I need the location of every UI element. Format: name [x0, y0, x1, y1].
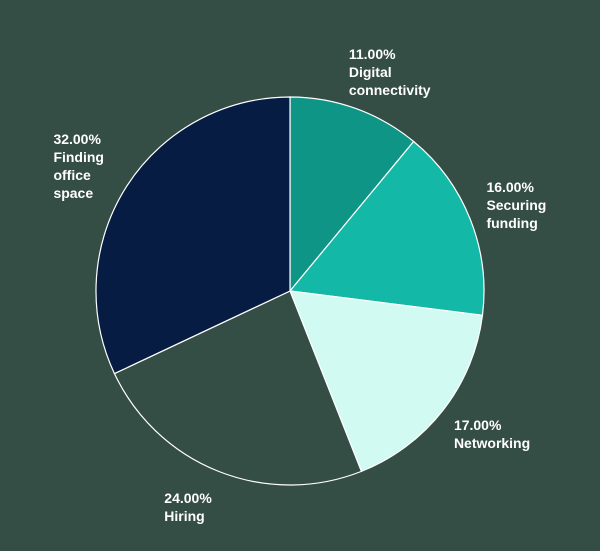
category-label: Finding office space	[53, 149, 104, 202]
pie-slice	[289, 96, 415, 293]
value-label: 17.00%	[453, 416, 502, 433]
category-label: Securing funding	[486, 197, 547, 232]
value-label: 16.00%	[486, 179, 534, 196]
value-label: 32.00%	[53, 131, 101, 148]
slice-label: 16.00% Securing funding	[486, 178, 581, 232]
slice-label: 32.00% Finding office space	[53, 130, 113, 202]
pie-slice	[113, 290, 363, 486]
slice-label: 11.00% Digital connectivity	[349, 45, 444, 99]
pie-slice	[95, 96, 291, 375]
category-label: Digital connectivity	[348, 63, 431, 98]
value-label: 24.00%	[164, 490, 212, 507]
category-label: Hiring	[164, 508, 205, 525]
pie-slice	[289, 290, 484, 473]
category-label: Networking	[453, 434, 531, 451]
slice-label: 17.00% Networking	[454, 416, 549, 452]
slice-label: 24.00% Hiring	[164, 489, 224, 525]
pie-slice	[288, 140, 485, 316]
value-label: 11.00%	[348, 45, 396, 62]
